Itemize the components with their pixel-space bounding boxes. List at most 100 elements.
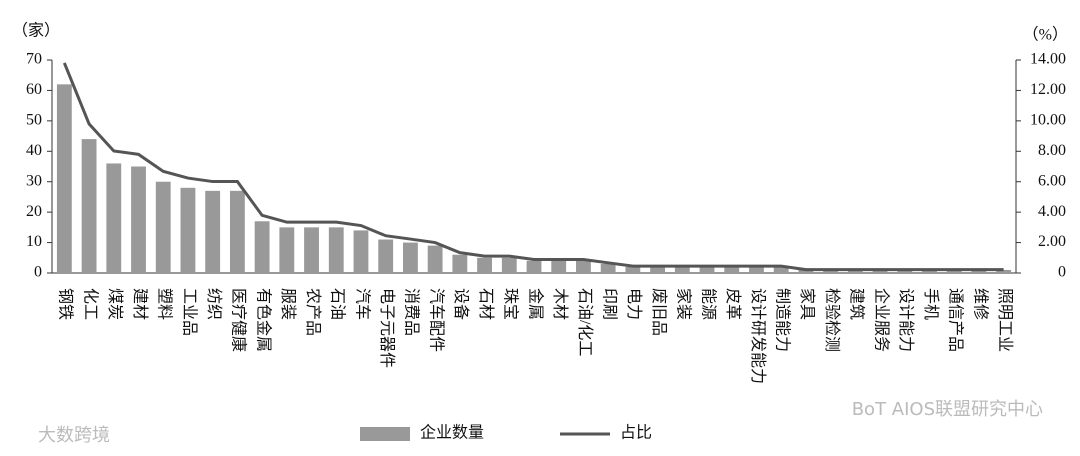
y-tick-label: 20 (26, 203, 42, 220)
watermark: BoT AIOS联盟研究中心 (852, 399, 1043, 420)
x-tick-label: 石材 (477, 288, 495, 320)
x-tick-label: 纺织 (205, 288, 223, 320)
bar (749, 266, 764, 273)
bar (402, 242, 418, 273)
x-tick-label: 废旧品 (650, 288, 668, 336)
x-tick-label: 设计能力 (897, 288, 915, 352)
bar (205, 190, 221, 273)
bar (773, 266, 789, 273)
x-tick-label: 服装 (279, 288, 297, 320)
bar (427, 245, 443, 273)
x-tick-label: 建材 (131, 288, 149, 320)
x-tick-label: 电力 (625, 288, 643, 320)
bar (106, 163, 122, 273)
bar (254, 221, 270, 273)
y-tick-label: 10 (26, 233, 42, 250)
legend-label: 企业数量 (420, 424, 484, 442)
x-tick-label: 木材 (551, 288, 569, 320)
x-tick-label: 农产品 (304, 288, 322, 336)
x-tick-label: 照明工业 (996, 288, 1014, 352)
bar (576, 260, 591, 273)
bar (452, 254, 468, 273)
x-tick-label: 皮革 (724, 288, 742, 320)
bar (971, 269, 987, 273)
x-tick-label: 手机 (922, 288, 940, 320)
legend-swatch (360, 427, 410, 441)
bar (798, 269, 814, 273)
x-tick-label: 印刷 (600, 288, 618, 320)
x-tick-label: 医疗健康 (230, 288, 248, 352)
bar (501, 257, 517, 273)
x-tick-label: 塑料 (156, 288, 174, 320)
y2-axis-unit: （%） (1023, 26, 1068, 44)
x-tick-label: 家装 (675, 288, 693, 320)
bar (279, 227, 295, 273)
y-tick-label: 30 (26, 172, 42, 189)
y-tick-label: 40 (26, 142, 42, 159)
y2-tick-label: 12.00 (1030, 81, 1066, 98)
bar (872, 269, 888, 273)
x-tick-label: 钢铁 (57, 288, 75, 320)
bar (847, 269, 863, 273)
bar (180, 187, 196, 273)
x-tick-label: 通信产品 (947, 288, 965, 352)
x-tick-label: 汽车 (353, 288, 371, 320)
bar (131, 166, 146, 273)
bar (551, 260, 567, 273)
x-tick-label: 检验检测 (823, 288, 841, 352)
x-tick-label: 能源 (699, 288, 717, 320)
watermark: 大数跨境 (38, 425, 110, 446)
x-tick-label: 维修 (971, 288, 989, 320)
x-tick-label: 汽车配件 (427, 288, 445, 352)
bar (922, 269, 937, 273)
y2-tick-label: 2.00 (1038, 233, 1066, 250)
x-tick-label: 工业品 (180, 288, 198, 336)
bar (823, 269, 839, 273)
y2-tick-label: 0 (1058, 264, 1066, 281)
y2-tick-label: 8.00 (1038, 142, 1066, 159)
x-tick-label: 消费品 (403, 288, 421, 336)
x-tick-label: 设备 (452, 288, 470, 320)
y-tick-label: 60 (26, 81, 42, 98)
x-tick-label: 制造能力 (774, 288, 792, 352)
x-tick-label: 化工 (81, 288, 99, 320)
y-axis-unit: （家） (12, 22, 60, 40)
bar (526, 260, 542, 273)
bar (650, 266, 666, 273)
bar (625, 266, 641, 273)
x-tick-label: 珠宝 (502, 288, 520, 320)
bar (81, 139, 97, 273)
y2-tick-label: 10.00 (1030, 112, 1066, 129)
bar (600, 263, 616, 273)
bar (674, 266, 690, 273)
bar (996, 269, 1012, 273)
bar (229, 190, 245, 273)
y-tick-label: 70 (26, 51, 42, 68)
line (62, 62, 1004, 272)
x-tick-label: 家具 (798, 288, 816, 320)
x-tick-label: 金属 (526, 288, 544, 320)
y2-tick-label: 4.00 (1038, 203, 1066, 220)
bar (699, 266, 715, 273)
bar (724, 266, 740, 273)
x-tick-label: 企业服务 (872, 288, 890, 352)
y-tick-label: 0 (34, 264, 42, 281)
x-tick-label: 石油 (329, 288, 347, 320)
x-tick-label: 有色金属 (254, 288, 272, 352)
bar (328, 227, 344, 273)
x-tick-label: 石油/化工 (576, 288, 594, 356)
bar (304, 227, 319, 273)
x-tick-label: 电子元器件 (378, 288, 396, 368)
bar (897, 269, 913, 273)
x-tick-label: 煤炭 (106, 288, 124, 320)
bar (477, 257, 492, 273)
legend-label: 占比 (620, 424, 652, 442)
y-tick-label: 50 (26, 112, 42, 129)
bar (946, 269, 962, 273)
x-tick-label: 设计研发能力 (749, 288, 767, 384)
y2-tick-label: 14.00 (1030, 51, 1066, 68)
bar (378, 239, 394, 273)
bar (353, 230, 369, 273)
y2-tick-label: 6.00 (1038, 172, 1066, 189)
